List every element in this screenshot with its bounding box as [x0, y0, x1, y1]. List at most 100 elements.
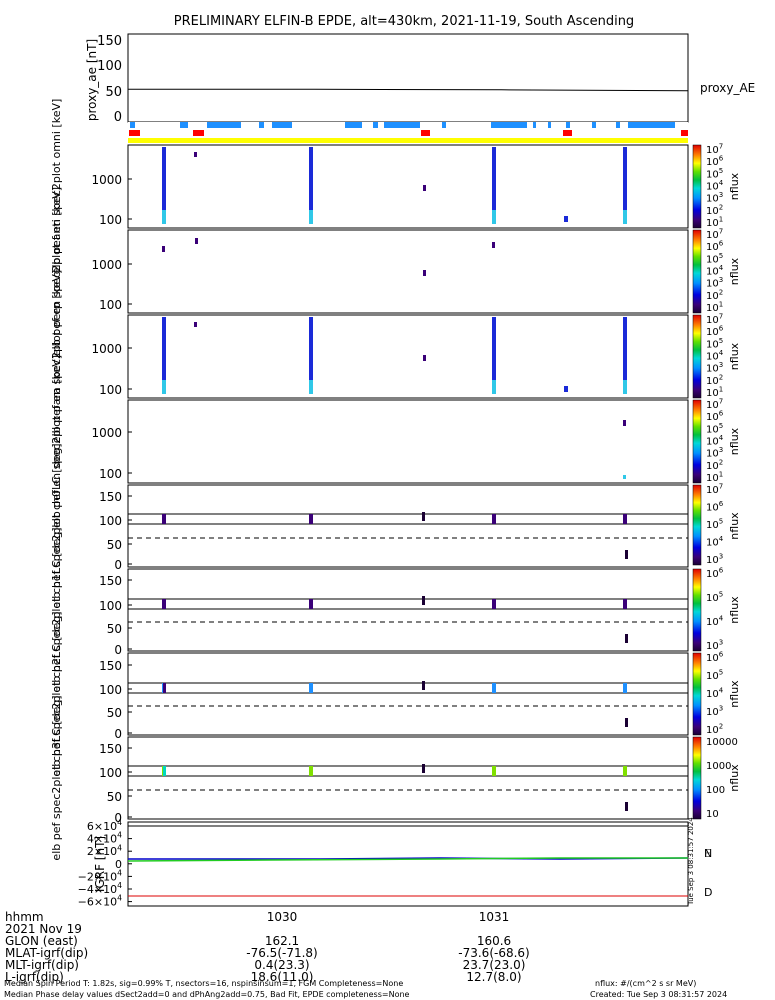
panel-3: 1000 100 elb pef en spec2plot perp [keV] 10…: [50, 270, 741, 443]
colorbar-label: nflux: [728, 512, 741, 540]
ytick-label: 150: [97, 34, 122, 49]
ytick-label: 1000: [91, 342, 122, 356]
footer: Median Spin Period T: 1.82s, sig=0.99% T…: [4, 979, 727, 999]
spectrogram-stripe-low: [162, 210, 166, 224]
pitch-angle-cell: [492, 766, 496, 776]
spectrogram-pixel: [564, 216, 568, 222]
colorbar: [692, 229, 702, 314]
colorbar: [692, 484, 702, 566]
ytick-label: 0: [114, 811, 122, 825]
colorbar-label: nflux: [728, 427, 741, 455]
flag-blue-segment: [180, 122, 188, 128]
flag-blue-segment: [491, 122, 527, 128]
info-row-value: 23.7(23.0): [463, 958, 526, 972]
info-row-label: MLT-igrf(dip): [5, 958, 79, 972]
colorbar-tick-label: 107: [706, 483, 723, 497]
pitch-angle-cell: [422, 512, 425, 521]
ytick-label: 0: [115, 858, 122, 871]
panel-7: 150 100 50 0 elb pef spec2plot ch2LC [deg] 10…: [50, 611, 741, 776]
ytick-label: 1000: [91, 173, 122, 187]
ytick-label: 6×104: [87, 818, 122, 833]
flag-bars: [128, 122, 688, 143]
flag-blue-segment: [345, 122, 362, 128]
footer-line-1: Median Spin Period T: 1.82s, sig=0.99% T…: [4, 979, 403, 988]
ytick-label: 150: [99, 490, 122, 504]
ytick-label: 100: [99, 383, 122, 397]
proxy-ae-line: [128, 88, 689, 92]
panel-ylabel: elb pef spec2plot ch0LC [deg]: [50, 443, 63, 608]
spectrogram-stripe-low: [162, 380, 166, 394]
footer-created: Created: Tue Sep 3 08:31:57 2024: [590, 990, 727, 999]
panel-frame: [127, 314, 689, 399]
ytick-label: 100: [99, 683, 122, 697]
pitch-angle-cell: [492, 514, 496, 524]
panel-ylabel: elb pef spec2plot ch3LC [deg]: [50, 695, 63, 860]
ytick-label: 50: [107, 622, 122, 636]
ytick-label: 100: [99, 467, 122, 481]
igrf-legend-d: D: [704, 886, 712, 899]
panel-igrf-frame: [127, 821, 689, 907]
pitch-angle-cell: [492, 599, 496, 609]
colorbar: [692, 399, 702, 484]
ytick-label: −6×104: [78, 894, 122, 909]
spectrogram-stripe-low: [623, 210, 627, 224]
info-row-value: 0.4(23.3): [254, 958, 309, 972]
info-row-label: L-igrf(dip): [5, 970, 64, 984]
spectrogram-stripe: [492, 147, 496, 210]
ytick-label: 100: [99, 298, 122, 312]
flag-blue-segment: [533, 122, 536, 128]
spectrogram-stripe: [309, 147, 313, 210]
colorbar-label: nflux: [728, 680, 741, 708]
panel-frame: [127, 229, 689, 314]
colorbar-tick-label: 106: [706, 567, 724, 581]
ytick-label: 0: [114, 727, 122, 741]
spectrogram-stripe: [162, 317, 166, 380]
colorbar-tick-label: 102: [706, 723, 723, 737]
panel-frame: [127, 736, 689, 820]
ytick-label: 100: [99, 766, 122, 780]
panel-ylabel: elb pef spec2plot ch2LC [deg]: [50, 611, 63, 776]
colorbar-label: nflux: [728, 596, 741, 624]
flag-blue-segment: [628, 122, 675, 128]
igrf-e-line-green: [127, 857, 688, 862]
proxy-ae-ylabel: proxy_ae [nT]: [85, 39, 99, 121]
colorbar-tick-label: 104: [706, 687, 724, 701]
proxy-ae-legend: proxy_AE: [700, 81, 755, 95]
panel-4: 1000 100 elb pef en spec2plot para [keV] 10…: [50, 355, 741, 528]
spectrogram-pixel: [195, 238, 198, 244]
pitch-angle-cell: [625, 718, 628, 727]
flag-blue-segment: [373, 122, 378, 128]
colorbar-tick-label: 10000: [706, 737, 738, 748]
pitch-angle-cell: [625, 802, 628, 811]
footer-line-2: Median Phase delay values dSect2add=0 an…: [4, 990, 410, 999]
spectrogram-stripe: [623, 147, 627, 210]
info-row-value: -76.5(-71.8): [246, 946, 317, 960]
flag-red-segment: [129, 130, 140, 136]
ytick-label: 50: [107, 790, 122, 804]
flag-blue-segment: [130, 122, 135, 128]
info-row-value: 12.7(8.0): [466, 970, 521, 984]
flag-blue-segment: [207, 122, 241, 128]
colorbar-label: nflux: [728, 257, 741, 285]
ytick-label: −2×104: [78, 868, 122, 883]
info-row-value: -73.6(-68.6): [458, 946, 529, 960]
colorbar-label: nflux: [728, 764, 741, 792]
colorbar-tick-label: 104: [706, 615, 724, 629]
flag-blue-segment: [616, 122, 620, 128]
colorbar-tick-label: 103: [706, 553, 723, 567]
igrf-ylabel: IGRF [nT]: [93, 836, 107, 892]
panel-igrf: IGRF [nT] 6×1044×1042×1040−2×104−4×104−6…: [78, 817, 713, 909]
spectrogram-stripe-low: [492, 380, 496, 394]
panel-frame: [127, 652, 689, 736]
colorbar-tick-label: 103: [706, 705, 723, 719]
ytick-label: 0: [114, 643, 122, 657]
ytick-label: 150: [99, 659, 122, 673]
flag-blue-segment: [548, 122, 551, 128]
info-row-label: GLON (east): [5, 934, 78, 948]
pitch-angle-cell: [309, 683, 313, 693]
panel-ylabel: elb pef en spec2plot perp [keV]: [50, 270, 63, 443]
flag-red-segment: [193, 130, 204, 136]
